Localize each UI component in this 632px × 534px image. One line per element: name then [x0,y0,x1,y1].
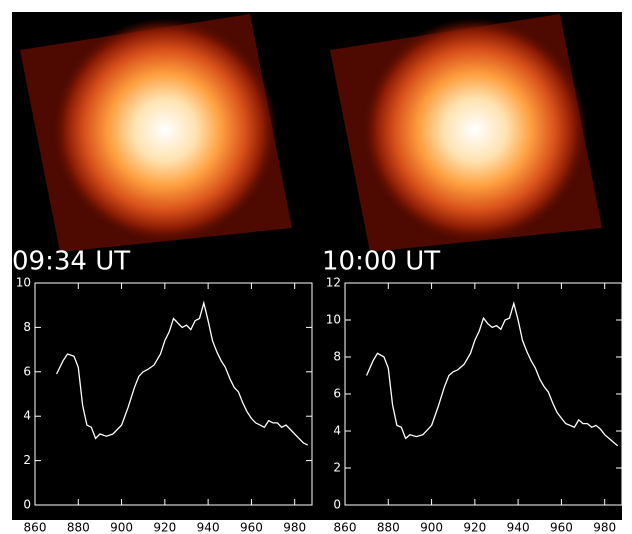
y-tick-label: 10 [326,313,341,327]
x-tick-label: 860 [24,521,47,534]
x-tick-label: 880 [67,521,90,534]
x-tick-label: 900 [110,521,133,534]
y-tick-label: 8 [23,320,31,334]
x-tick-label: 880 [377,521,400,534]
data-line [366,300,619,447]
image-right [330,14,602,252]
panel-title: 09:34 UT [12,247,130,277]
y-tick-label: 6 [23,364,31,378]
y-tick-label: 2 [23,453,31,467]
panel-title: 10:00 UT [322,247,440,277]
x-tick-label: 980 [593,521,616,534]
plot-frame [34,282,313,506]
x-tick-label: 860 [334,521,357,534]
x-tick-label: 960 [240,521,263,534]
y-tick-label: 0 [23,498,31,512]
x-tick-label: 920 [463,521,486,534]
data-line [56,300,309,446]
image-left [20,14,292,252]
x-tick-label: 960 [550,521,573,534]
y-tick-label: 0 [333,498,341,512]
x-tick-label: 980 [283,521,306,534]
x-tick-label: 940 [507,521,530,534]
x-tick-label: 920 [153,521,176,534]
sun-blob [363,18,587,242]
y-tick-label: 8 [333,350,341,364]
y-tick-label: 10 [16,276,31,290]
y-tick-label: 6 [333,387,341,401]
y-tick-label: 12 [326,276,341,290]
y-tick-label: 4 [333,424,341,438]
sun-blob [53,18,277,242]
x-tick-label: 940 [197,521,220,534]
y-tick-label: 4 [23,409,31,423]
x-tick-label: 900 [420,521,443,534]
y-tick-label: 2 [333,461,341,475]
